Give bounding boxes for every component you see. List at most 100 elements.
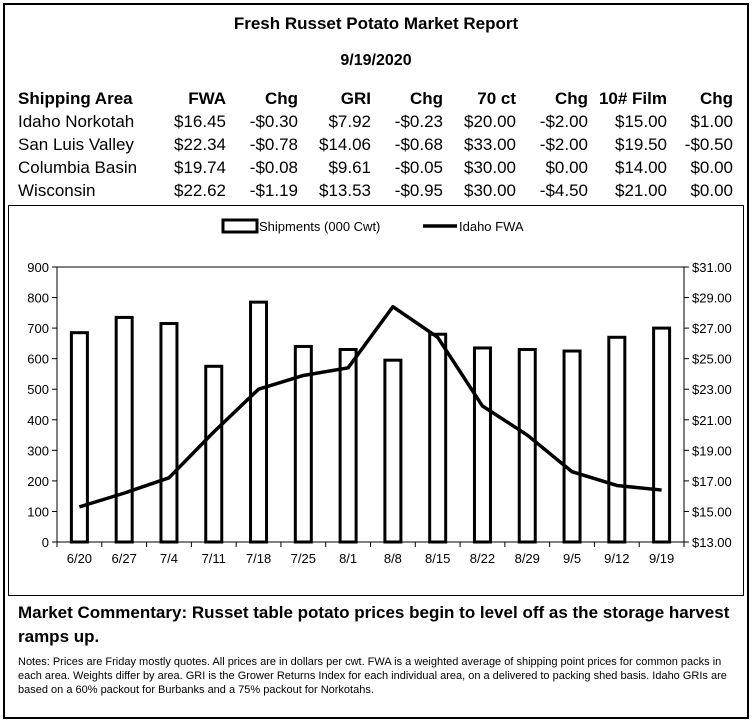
shipments-bar xyxy=(383,358,403,544)
table-cell: $0.00 xyxy=(545,158,588,177)
legend-label-shipments: Shipments (000 Cwt) xyxy=(259,219,380,234)
left-axis-tick-label: 100 xyxy=(27,504,49,519)
right-axis-tick-label: $19.00 xyxy=(692,443,732,458)
x-axis-tick-label: 9/12 xyxy=(604,551,629,566)
table-cell: $1.00 xyxy=(690,112,733,131)
table-cell: -$2.00 xyxy=(539,112,588,131)
shipments-bar xyxy=(517,348,537,544)
shipments-bar xyxy=(472,346,492,544)
x-axis-tick-label: 8/8 xyxy=(384,551,402,566)
table-cell: $0.00 xyxy=(690,181,733,200)
table-header: Chg xyxy=(699,89,733,108)
shipments-bar xyxy=(562,349,582,544)
table-cell: $22.34 xyxy=(174,135,226,154)
shipments-bar xyxy=(114,315,134,544)
table-header: FWA xyxy=(188,89,226,108)
table-cell: -$0.50 xyxy=(684,135,733,154)
right-axis-tick-label: $15.00 xyxy=(692,504,732,519)
table-cell: $20.00 xyxy=(464,112,516,131)
x-axis-tick-label: 8/29 xyxy=(515,551,540,566)
table-header: Shipping Area xyxy=(18,89,133,108)
table-cell: $15.00 xyxy=(615,112,667,131)
table-cell: -$0.95 xyxy=(394,181,443,200)
table-cell: $9.61 xyxy=(328,158,371,177)
right-axis-tick-label: $25.00 xyxy=(692,352,732,367)
table-header: Chg xyxy=(264,89,298,108)
shipments-bar xyxy=(607,335,627,544)
right-axis-tick-label: $27.00 xyxy=(692,321,732,336)
right-axis-tick-label: $13.00 xyxy=(692,535,732,550)
table-cell: -$0.05 xyxy=(394,158,443,177)
table-cell: $14.00 xyxy=(615,158,667,177)
x-axis-tick-label: 9/5 xyxy=(563,551,581,566)
x-axis-tick-label: 7/11 xyxy=(202,551,226,566)
x-axis-tick-label: 6/27 xyxy=(112,551,137,566)
shipments-bar xyxy=(338,348,358,544)
shipments-bar xyxy=(652,326,672,544)
table-header: Chg xyxy=(409,89,443,108)
table-row-label: Idaho Norkotah xyxy=(18,112,135,131)
table-cell: -$1.19 xyxy=(249,181,298,200)
chart-panel: 0 100 200 300 400 500 600 700 800 900 $13.00 $15.00… xyxy=(8,205,744,596)
table-row-label: Wisconsin xyxy=(18,181,96,200)
shipments-bar xyxy=(428,332,448,544)
table-cell: -$0.30 xyxy=(249,112,298,131)
report-date: 9/19/2020 xyxy=(340,52,412,69)
table-cell: $7.92 xyxy=(328,112,371,131)
table-cell: -$4.50 xyxy=(539,181,588,200)
table-cell: -$2.00 xyxy=(539,135,588,154)
x-axis-tick-label: 8/15 xyxy=(425,551,450,566)
x-axis-tick-label: 8/1 xyxy=(339,551,357,566)
left-axis-tick-label: 200 xyxy=(27,474,49,489)
table-cell: $33.00 xyxy=(464,135,516,154)
table-cell: $30.00 xyxy=(464,181,516,200)
table-cell: $30.00 xyxy=(464,158,516,177)
shipments-bar xyxy=(69,331,89,544)
left-axis-tick-label: 700 xyxy=(27,321,49,336)
right-axis-tick-label: $29.00 xyxy=(692,291,732,306)
left-axis-tick-label: 600 xyxy=(27,352,49,367)
table-cell: $19.74 xyxy=(174,158,226,177)
table-header: 10# Film xyxy=(598,89,667,108)
table-cell: -$0.08 xyxy=(249,158,298,177)
table-cell: $19.50 xyxy=(615,135,667,154)
market-commentary: Market Commentary: Russet table potato p… xyxy=(18,603,730,646)
notes-text: Notes: Prices are Friday mostly quotes. … xyxy=(18,656,727,696)
right-axis-tick-label: $23.00 xyxy=(692,382,732,397)
shipments-bar xyxy=(159,322,179,544)
table-row-label: Columbia Basin xyxy=(18,158,138,177)
left-axis-tick-label: 900 xyxy=(27,260,49,275)
table-cell: -$0.23 xyxy=(394,112,443,131)
table-cell: -$0.78 xyxy=(249,135,298,154)
right-axis-tick-label: $31.00 xyxy=(692,260,732,275)
table-cell: $0.00 xyxy=(690,158,733,177)
legend-bar-swatch xyxy=(221,218,259,234)
table-cell: $13.53 xyxy=(319,181,371,200)
shipments-bar xyxy=(204,364,224,544)
shipments-bar xyxy=(249,300,269,544)
table-header: Chg xyxy=(554,89,588,108)
x-axis-tick-label: 9/19 xyxy=(649,551,674,566)
left-axis-tick-label: 500 xyxy=(27,382,49,397)
shipments-fwa-chart: 0 100 200 300 400 500 600 700 800 900 $13.00 $15.00… xyxy=(27,218,732,566)
legend-label-idaho-fwa: Idaho FWA xyxy=(459,219,524,234)
left-axis-tick-label: 0 xyxy=(42,535,49,550)
right-axis-tick-label: $21.00 xyxy=(692,413,732,428)
x-axis-tick-label: 7/25 xyxy=(291,551,316,566)
left-axis-tick-label: 400 xyxy=(27,413,49,428)
idaho-fwa-line xyxy=(78,304,662,509)
table-cell: $14.06 xyxy=(319,135,371,154)
table-cell: $22.62 xyxy=(174,181,226,200)
shipments-bar xyxy=(293,344,313,544)
x-axis-tick-label: 7/18 xyxy=(246,551,271,566)
report-frame xyxy=(3,3,749,719)
x-axis-tick-label: 7/4 xyxy=(160,551,178,566)
table-cell: -$0.68 xyxy=(394,135,443,154)
table-cell: $21.00 xyxy=(615,181,667,200)
table-row-label: San Luis Valley xyxy=(18,135,134,154)
plot-area xyxy=(56,266,685,543)
left-axis-tick-label: 800 xyxy=(27,291,49,306)
table-header: 70 ct xyxy=(477,89,516,108)
x-axis-tick-label: 8/22 xyxy=(470,551,495,566)
right-axis-tick-label: $17.00 xyxy=(692,474,732,489)
